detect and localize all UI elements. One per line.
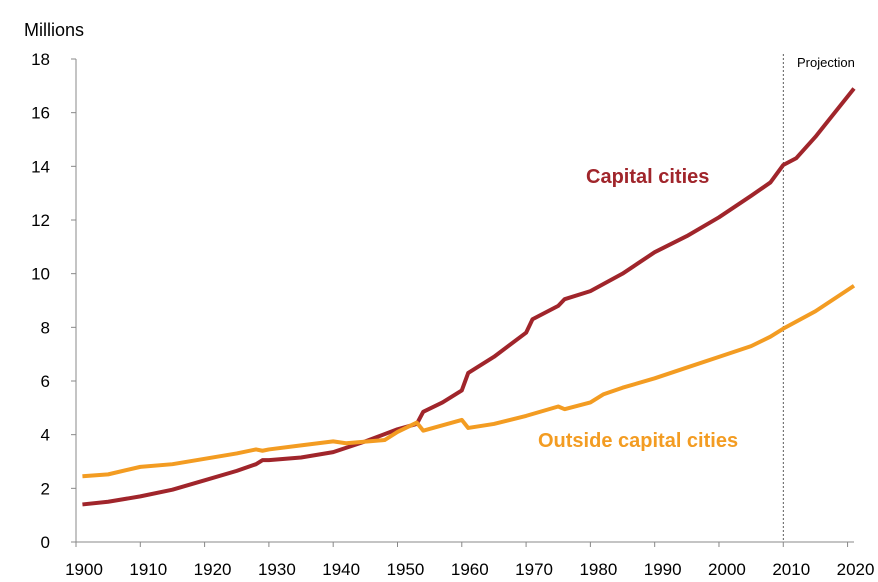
x-tick-label: 2010: [772, 560, 810, 579]
y-tick-label: 10: [31, 265, 50, 284]
y-axis-label: Millions: [24, 20, 84, 40]
projection-label: Projection: [797, 55, 855, 70]
x-tick-label: 1900: [65, 560, 103, 579]
x-tick-label: 2000: [708, 560, 746, 579]
series-line: [82, 284, 856, 479]
y-tick-label: 18: [31, 50, 50, 69]
series-label: Capital cities: [586, 166, 709, 188]
x-tick-label: 1970: [515, 560, 553, 579]
y-tick-label: 16: [31, 104, 50, 123]
x-tick-label: 1990: [644, 560, 682, 579]
x-tick-label: 1930: [258, 560, 296, 579]
y-tick-label: 12: [31, 211, 50, 230]
series-line: [82, 87, 856, 507]
x-tick-label: 1910: [129, 560, 167, 579]
x-tick-label: 2020: [837, 560, 875, 579]
x-tick-label: 1950: [387, 560, 425, 579]
series-label: Outside capital cities: [538, 430, 738, 452]
y-tick-label: 2: [41, 479, 50, 498]
y-tick-label: 6: [41, 372, 50, 391]
x-tick-label: 1980: [579, 560, 617, 579]
x-tick-label: 1940: [322, 560, 360, 579]
y-tick-label: 4: [41, 426, 50, 445]
x-tick-label: 1960: [451, 560, 489, 579]
x-tick-label: 1920: [194, 560, 232, 579]
y-tick-label: 14: [31, 157, 50, 176]
y-tick-label: 8: [41, 318, 50, 337]
y-tick-label: 0: [41, 533, 50, 552]
